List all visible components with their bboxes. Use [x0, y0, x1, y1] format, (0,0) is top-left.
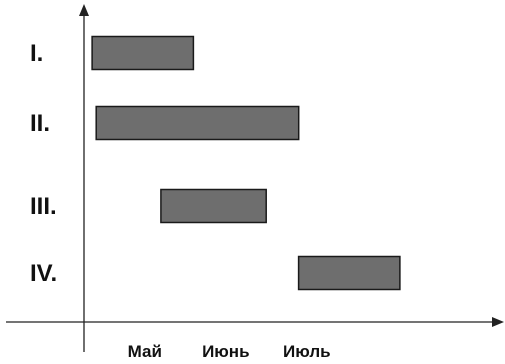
row-label-3: III.: [30, 193, 57, 220]
x-tick-label-3: Июль: [283, 342, 331, 361]
row-labels: I. II. III. IV.: [30, 40, 57, 287]
task-bar-1: [91, 35, 195, 71]
x-tick-labels: Май Июнь Июль: [128, 342, 331, 361]
y-axis-arrow: [79, 4, 89, 16]
task-bars: [91, 35, 401, 291]
row-label-4: IV.: [30, 260, 57, 287]
x-axis-arrow: [492, 317, 504, 327]
x-tick-label-2: Июнь: [202, 342, 249, 361]
task-bar-3: [160, 188, 267, 224]
task-bar-2: [95, 105, 300, 141]
row-label-1: I.: [30, 40, 43, 67]
row-label-2: II.: [30, 110, 50, 137]
task-bar-4: [297, 255, 401, 291]
x-tick-label-1: Май: [128, 342, 162, 361]
chart-axes: [6, 4, 504, 352]
